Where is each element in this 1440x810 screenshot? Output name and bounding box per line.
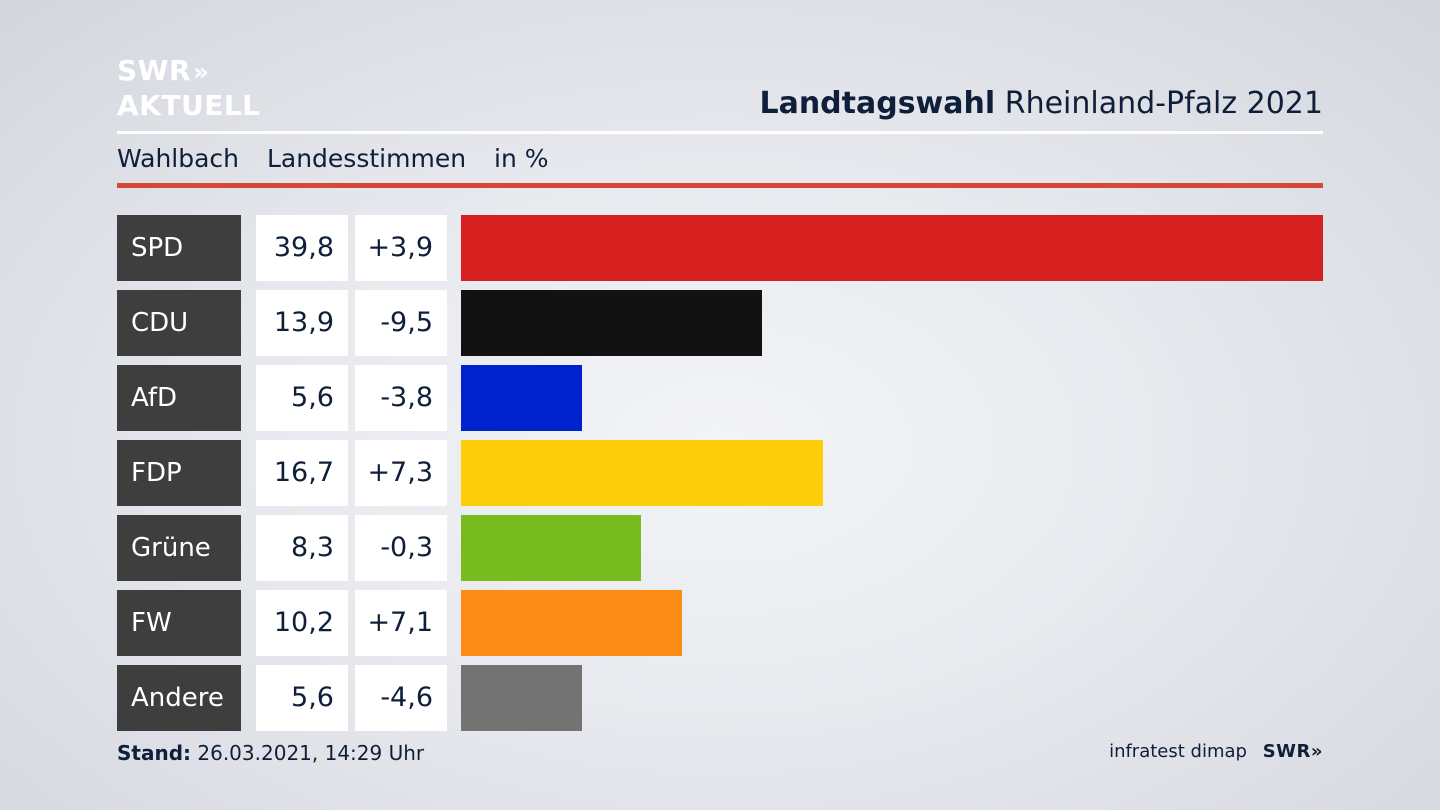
change-label: -4,6 — [355, 665, 447, 731]
bar — [461, 365, 582, 431]
bar-row: FDP 16,7 +7,3 — [117, 440, 1323, 506]
change-label: +7,1 — [355, 590, 447, 656]
party-label: AfD — [117, 365, 241, 431]
title-bold: Landtagswahl — [759, 86, 996, 121]
timestamp: Stand: 26.03.2021, 14:29 Uhr — [117, 741, 424, 765]
bar — [461, 590, 682, 656]
subtitle-unit: in % — [494, 144, 549, 173]
swr-aktuell-logo: SWR» AKTUELL — [117, 54, 261, 122]
bar-row: CDU 13,9 -9,5 — [117, 290, 1323, 356]
party-label: CDU — [117, 290, 241, 356]
change-label: +3,9 — [355, 215, 447, 281]
party-label: FW — [117, 590, 241, 656]
stand-label: Stand: — [117, 741, 192, 765]
bar — [461, 290, 762, 356]
party-label: Andere — [117, 665, 241, 731]
header-divider — [117, 131, 1323, 134]
party-label: Grüne — [117, 515, 241, 581]
bar-row: Grüne 8,3 -0,3 — [117, 515, 1323, 581]
subtitle-place: Wahlbach — [117, 144, 240, 173]
change-label: -9,5 — [355, 290, 447, 356]
value-label: 13,9 — [256, 290, 348, 356]
stand-value: 26.03.2021, 14:29 Uhr — [197, 741, 425, 765]
bar — [461, 440, 823, 506]
swr-brand-logo: SWR» — [1262, 741, 1323, 762]
change-label: +7,3 — [355, 440, 447, 506]
party-label: SPD — [117, 215, 241, 281]
value-label: 16,7 — [256, 440, 348, 506]
bar-row: AfD 5,6 -3,8 — [117, 365, 1323, 431]
value-label: 5,6 — [256, 665, 348, 731]
bar — [461, 665, 582, 731]
subtitle-divider — [117, 183, 1323, 188]
title-rest: Rheinland-Pfalz 2021 — [1004, 86, 1323, 121]
logo-line-swr: SWR» — [117, 54, 208, 87]
bar-row: SPD 39,8 +3,9 — [117, 215, 1323, 281]
bar-row: FW 10,2 +7,1 — [117, 590, 1323, 656]
chart-subtitle: Wahlbach Landesstimmen in % — [117, 144, 569, 173]
change-label: -3,8 — [355, 365, 447, 431]
subtitle-type: Landesstimmen — [266, 144, 467, 173]
bar-row: Andere 5,6 -4,6 — [117, 665, 1323, 731]
bar — [461, 515, 641, 581]
source-label: infratest dimap — [1109, 741, 1247, 762]
value-label: 5,6 — [256, 365, 348, 431]
value-label: 8,3 — [256, 515, 348, 581]
change-label: -0,3 — [355, 515, 447, 581]
chart-title: Landtagswahl Rheinland-Pfalz 2021 — [759, 86, 1323, 121]
bar — [461, 215, 1323, 281]
value-label: 39,8 — [256, 215, 348, 281]
party-label: FDP — [117, 440, 241, 506]
value-label: 10,2 — [256, 590, 348, 656]
logo-line-aktuell: AKTUELL — [117, 89, 261, 122]
source-credit: infratest dimap SWR» — [1109, 741, 1323, 762]
